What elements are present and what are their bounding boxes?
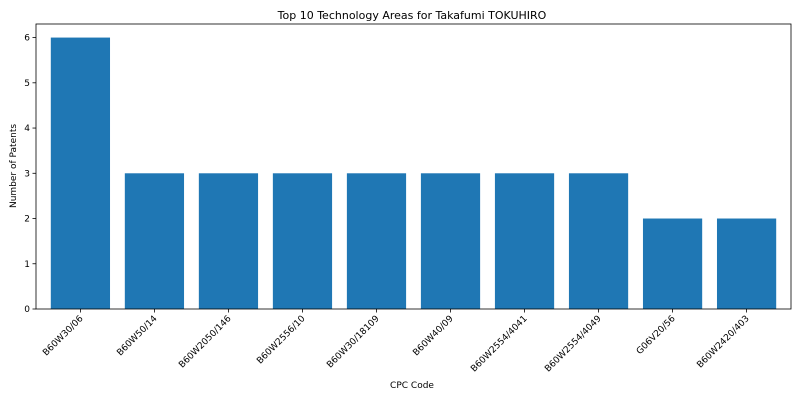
x-tick-label: B60W2554/4049 <box>543 314 604 375</box>
y-tick-label: 1 <box>24 260 30 270</box>
x-tick-label: B60W2420/403 <box>695 314 751 370</box>
x-tick-label: B60W2556/10 <box>255 314 307 366</box>
y-tick-label: 0 <box>24 305 30 315</box>
y-tick-label: 2 <box>24 215 30 225</box>
x-tick-label: B60W40/09 <box>411 314 455 358</box>
bar <box>199 173 258 309</box>
x-tick-label: G06V20/56 <box>635 314 678 357</box>
y-tick-label: 3 <box>24 169 30 179</box>
x-tick-label: B60W2050/146 <box>177 314 234 371</box>
bar <box>51 38 110 309</box>
bar <box>643 219 702 309</box>
x-tick-label: B60W30/06 <box>41 314 85 358</box>
plot-area: 0 1 2 3 4 5 6 B60W30/06 B60W50/14 B60W2050/146 B60… <box>24 24 791 374</box>
bar <box>421 173 480 309</box>
x-axis-label: CPC Code <box>390 381 434 391</box>
x-tick-label: B60W50/14 <box>115 314 159 358</box>
x-tick-label: B60W30/18109 <box>325 314 382 371</box>
bar <box>125 173 184 309</box>
y-tick-label: 4 <box>24 124 30 134</box>
y-tick-label: 6 <box>24 34 30 44</box>
bar <box>569 173 628 309</box>
bar-chart: Top 10 Technology Areas for Takafumi TOK… <box>0 0 800 400</box>
bar <box>347 173 406 309</box>
x-tick-label: B60W2554/4041 <box>469 314 529 374</box>
chart-title: Top 10 Technology Areas for Takafumi TOK… <box>277 9 547 22</box>
y-tick-label: 5 <box>24 79 30 89</box>
bar <box>717 219 776 309</box>
bar <box>273 173 332 309</box>
y-axis-label: Number of Patents <box>9 124 19 208</box>
bar <box>495 173 554 309</box>
